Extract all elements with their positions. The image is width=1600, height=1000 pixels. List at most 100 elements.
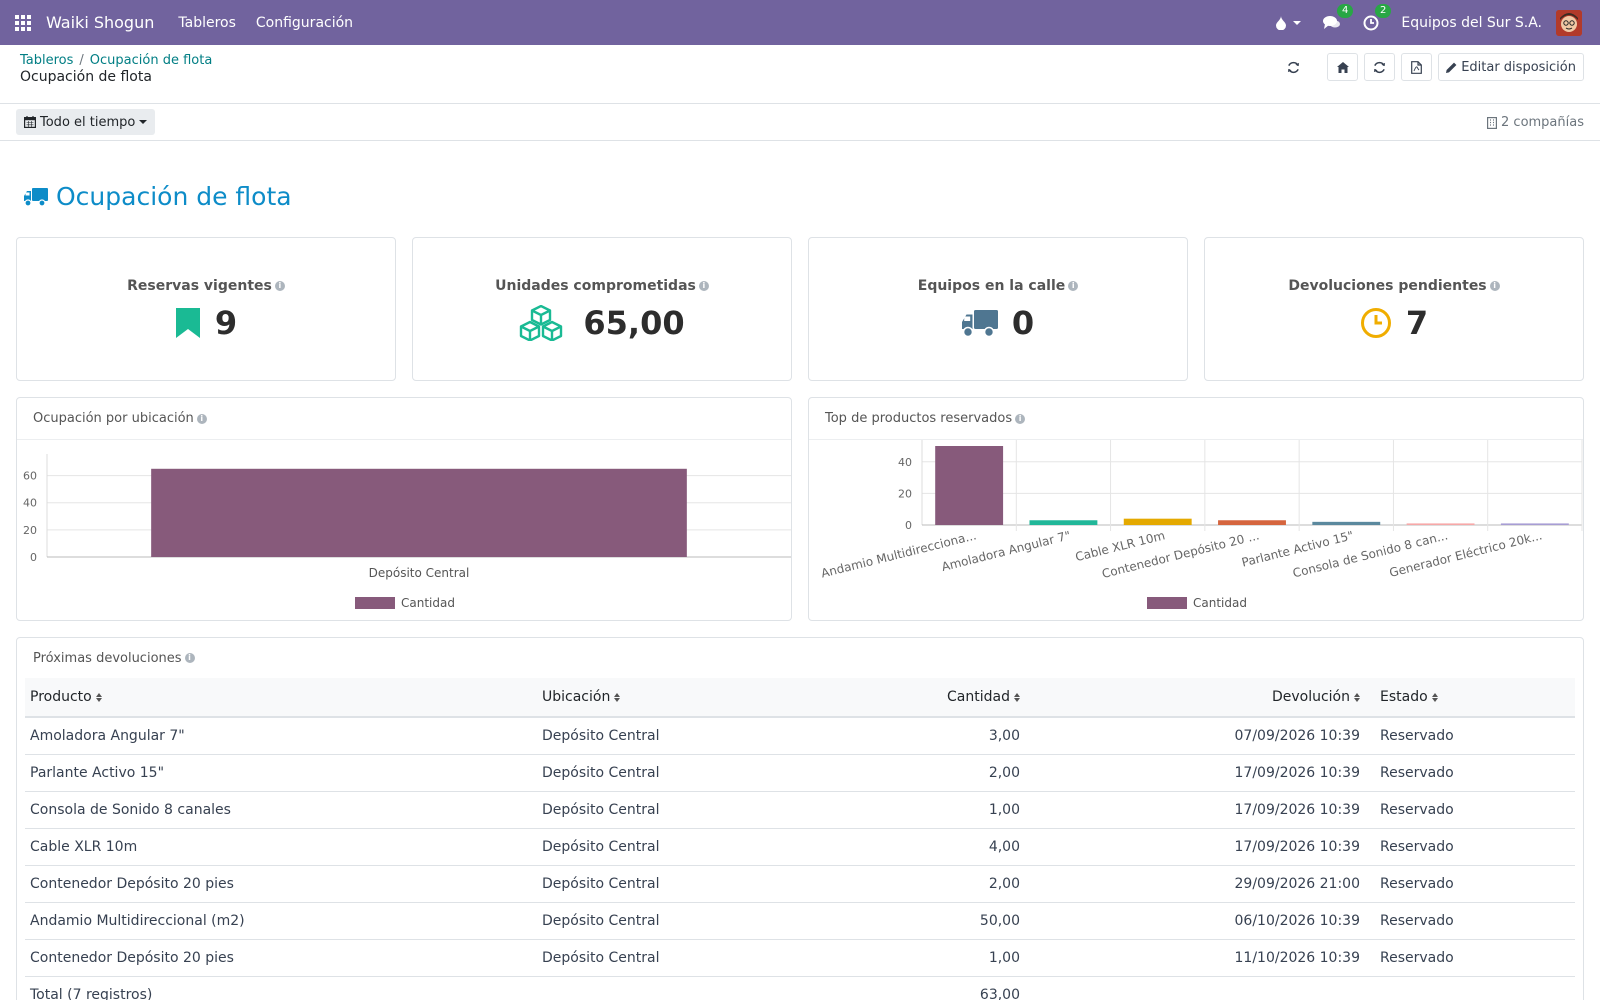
- info-icon[interactable]: i: [1489, 281, 1500, 291]
- cell-cantidad: 2,00: [777, 754, 1025, 792]
- chart-title: Top de productos reservados: [825, 411, 1013, 426]
- kpi-card-equipos[interactable]: Equipos en la calle i 0: [808, 237, 1188, 381]
- cell-ubicacion: Depósito Central: [537, 754, 777, 792]
- cell-cantidad: 3,00: [777, 717, 1025, 755]
- bar: [1312, 521, 1381, 525]
- cell-producto: Amoladora Angular 7": [25, 717, 537, 755]
- info-icon[interactable]: i: [698, 281, 709, 291]
- cell-estado: Reservado: [1365, 828, 1575, 866]
- cell-estado: Reservado: [1365, 902, 1575, 940]
- theme-drop-icon[interactable]: [1275, 15, 1302, 30]
- table-header-row: Producto Ubicación Cantidad Devolución E…: [25, 678, 1575, 718]
- table-card-proximas-devoluciones: Próximas devoluciones i Producto Ubicació…: [16, 637, 1584, 1000]
- building-icon: [1487, 116, 1498, 129]
- bar: [1500, 523, 1569, 525]
- info-icon[interactable]: i: [1015, 413, 1026, 424]
- reload-button[interactable]: [1364, 53, 1396, 81]
- user-avatar[interactable]: [1556, 9, 1582, 36]
- x-tick-label: Andamio Multidirecciona...: [820, 528, 978, 580]
- y-tick-label: 40: [23, 497, 37, 510]
- kpi-value: 0: [1011, 304, 1035, 342]
- pencil-icon: [1446, 62, 1457, 73]
- app-name[interactable]: Waiki Shogun: [46, 13, 155, 32]
- messages-icon[interactable]: 4: [1323, 4, 1354, 30]
- cell-estado: Reservado: [1365, 791, 1575, 829]
- clock-icon: [1360, 308, 1391, 338]
- edit-layout-button[interactable]: Editar disposición: [1438, 53, 1584, 81]
- table-row[interactable]: Contenedor Depósito 20 pies Depósito Cent…: [25, 939, 1575, 977]
- messages-count-badge: 4: [1337, 4, 1354, 18]
- date-filter-dropdown[interactable]: Todo el tiempo: [16, 109, 156, 135]
- chart-title: Ocupación por ubicación: [33, 411, 194, 426]
- kpi-value: 7: [1405, 304, 1429, 342]
- chevron-down-icon: [139, 120, 148, 124]
- column-header-estado[interactable]: Estado: [1365, 678, 1575, 718]
- menu-tableros[interactable]: Tableros: [178, 14, 236, 31]
- total-empty: [1365, 976, 1575, 1000]
- chart-card-ocupacion: Ocupación por ubicación i 0 20 40 60 Depósito…: [16, 397, 792, 621]
- activities-clock-icon[interactable]: 2: [1363, 3, 1392, 31]
- sort-icon: [95, 692, 102, 702]
- menu-configuracion[interactable]: Configuración: [255, 14, 354, 31]
- home-icon: [1336, 61, 1349, 73]
- pdf-export-button[interactable]: [1401, 53, 1433, 81]
- sort-icon: [614, 692, 621, 702]
- cell-devolucion: 17/09/2026 10:39: [1025, 828, 1365, 866]
- info-icon[interactable]: i: [184, 653, 195, 663]
- kpi-value: 65,00: [583, 304, 685, 342]
- cell-estado: Reservado: [1365, 865, 1575, 903]
- column-header-devolucion[interactable]: Devolución: [1025, 678, 1365, 718]
- table-row[interactable]: Andamio Multidireccional (m2) Depósito Ce…: [25, 902, 1575, 940]
- cell-cantidad: 1,00: [777, 791, 1025, 829]
- dashboard-title-text: Ocupación de flota: [56, 182, 292, 211]
- breadcrumb-ocupacion[interactable]: Ocupación de flota: [89, 53, 213, 68]
- breadcrumb-tableros[interactable]: Tableros: [20, 53, 74, 68]
- table-total-row: Total (7 registros) 63,00: [25, 976, 1575, 1000]
- kpi-card-reservas[interactable]: Reservas vigentes i 9: [16, 237, 396, 381]
- table-row[interactable]: Parlante Activo 15" Depósito Central 2,00 1…: [25, 754, 1575, 792]
- y-tick-label: 0: [30, 551, 37, 564]
- bookmark-icon: [175, 308, 200, 338]
- apps-menu-icon[interactable]: [0, 0, 46, 45]
- cell-producto: Andamio Multidireccional (m2): [25, 902, 537, 940]
- cell-cantidad: 50,00: [777, 902, 1025, 940]
- y-tick-label: 20: [898, 487, 912, 500]
- bar: [1123, 518, 1192, 525]
- page-title: Ocupación de flota: [20, 69, 152, 85]
- x-tick-label: Contenedor Depósito 20 ...: [1100, 528, 1260, 581]
- kpi-label: Reservas vigentes: [127, 278, 272, 294]
- info-icon[interactable]: i: [274, 281, 285, 291]
- chart-card-top-productos: Top de productos reservados i 0 20 40 Andami…: [808, 397, 1584, 621]
- table-row[interactable]: Amoladora Angular 7" Depósito Central 3,00…: [25, 717, 1575, 755]
- y-tick-label: 0: [905, 519, 912, 532]
- sort-icon: [1354, 692, 1360, 702]
- cell-ubicacion: Depósito Central: [537, 939, 777, 977]
- truck-icon: [24, 187, 48, 207]
- breadcrumb: Tableros / Ocupación de flota: [20, 53, 213, 68]
- kpi-card-unidades[interactable]: Unidades comprometidas i 65,00: [412, 237, 792, 381]
- cell-devolucion: 29/09/2026 21:00: [1025, 865, 1365, 903]
- company-switcher[interactable]: Equipos del Sur S.A.: [1401, 14, 1542, 31]
- kpi-card-devoluciones[interactable]: Devoluciones pendientes i 7: [1204, 237, 1584, 381]
- table-row[interactable]: Cable XLR 10m Depósito Central 4,00 17/09/2…: [25, 828, 1575, 866]
- table-row[interactable]: Contenedor Depósito 20 pies Depósito Cent…: [25, 865, 1575, 903]
- info-icon[interactable]: i: [1068, 281, 1079, 291]
- companies-label: 2 compañías: [1501, 115, 1584, 130]
- table-title: Próximas devoluciones: [33, 650, 182, 666]
- y-tick-label: 60: [23, 470, 37, 483]
- total-empty: [1025, 976, 1365, 1000]
- cell-ubicacion: Depósito Central: [537, 902, 777, 940]
- cell-producto: Contenedor Depósito 20 pies: [25, 939, 537, 977]
- date-filter-label: Todo el tiempo: [40, 114, 136, 130]
- info-icon[interactable]: i: [196, 413, 207, 424]
- column-header-cantidad[interactable]: Cantidad: [777, 678, 1025, 718]
- column-header-producto[interactable]: Producto: [25, 678, 537, 718]
- cell-producto: Consola de Sonido 8 canales: [25, 791, 537, 829]
- table-row[interactable]: Consola de Sonido 8 canales Depósito Cent…: [25, 791, 1575, 829]
- column-header-ubicacion[interactable]: Ubicación: [537, 678, 777, 718]
- cell-ubicacion: Depósito Central: [537, 828, 777, 866]
- home-button[interactable]: [1327, 53, 1359, 81]
- refresh-button[interactable]: [1278, 53, 1310, 81]
- y-tick-label: 40: [898, 456, 912, 469]
